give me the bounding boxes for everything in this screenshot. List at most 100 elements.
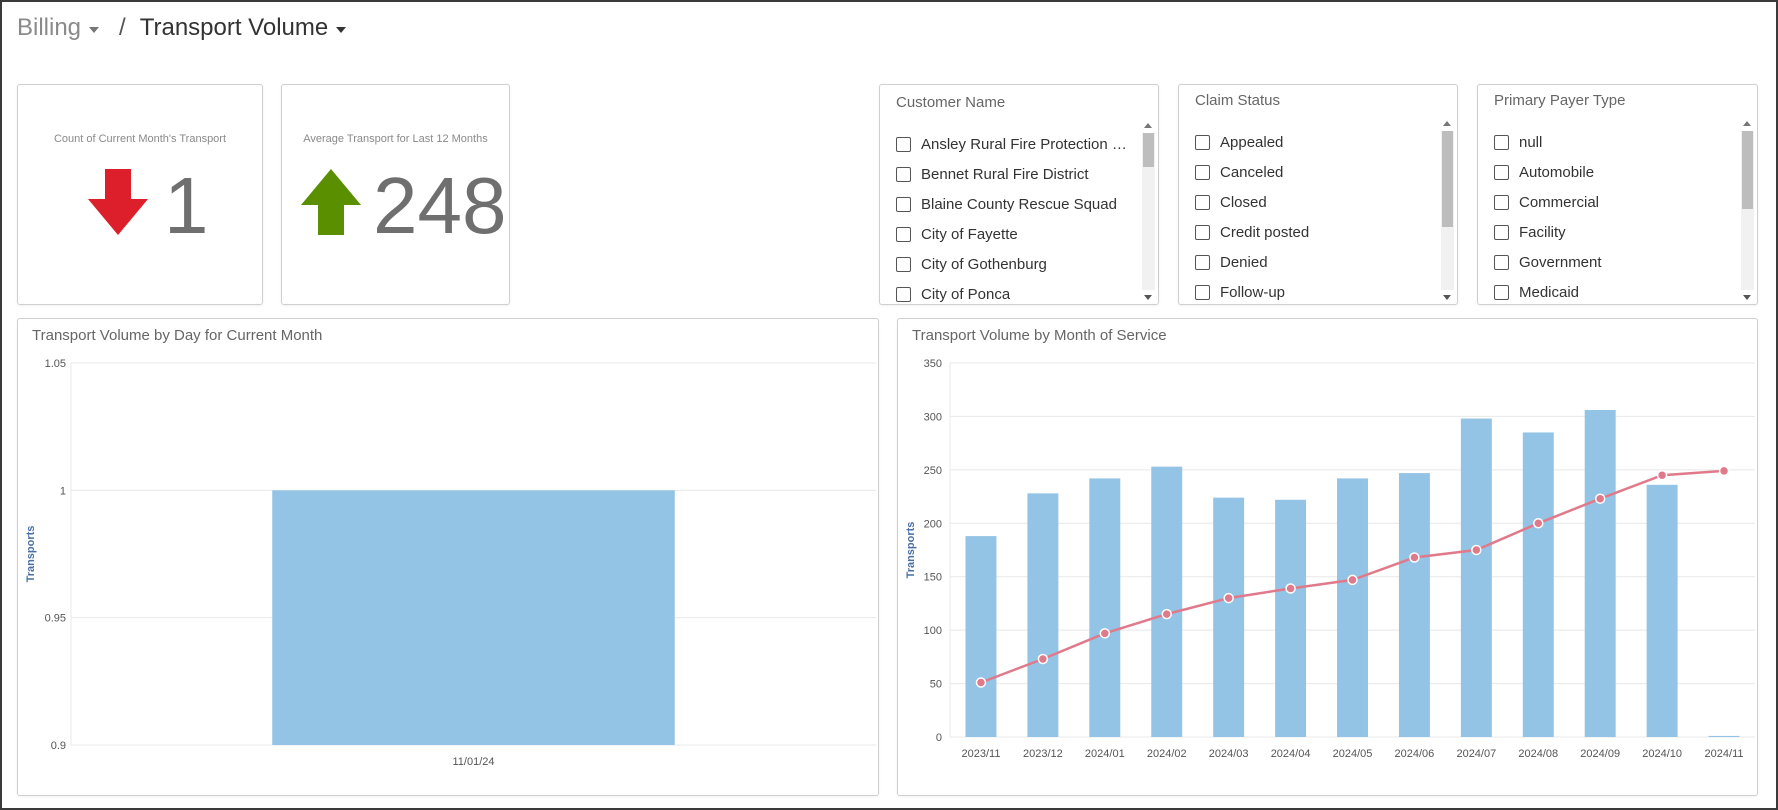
- line-point: [1223, 592, 1234, 604]
- checkbox[interactable]: [1195, 224, 1210, 240]
- filter-title: Customer Name: [896, 94, 1006, 111]
- filter-option-label: Canceled: [1220, 163, 1284, 181]
- filter-option[interactable]: Canceled: [1195, 157, 1435, 187]
- filter-option[interactable]: City of Ponca: [896, 279, 1136, 309]
- filter-option[interactable]: Bennet Rural Fire District: [896, 159, 1136, 189]
- scroll-down-icon[interactable]: [1743, 295, 1751, 300]
- bar: [1151, 466, 1183, 737]
- y-axis-label: Transports: [905, 522, 917, 579]
- filter-option[interactable]: City of Gothenburg: [896, 249, 1136, 279]
- chart-card-by-month: Transport Volume by Month of Service 0 50…: [897, 318, 1758, 796]
- checkbox[interactable]: [896, 286, 911, 302]
- filter-option[interactable]: Blaine County Rescue Squad: [896, 189, 1136, 219]
- line-point: [1037, 653, 1049, 665]
- breadcrumb-billing[interactable]: Billing: [17, 14, 100, 42]
- bar: [1027, 493, 1059, 737]
- filter-option[interactable]: Commercial: [1494, 187, 1735, 217]
- filter-option[interactable]: null: [1494, 127, 1735, 157]
- checkbox[interactable]: [1195, 254, 1210, 270]
- checkbox[interactable]: [1494, 254, 1509, 270]
- y-tick-label: 200: [924, 518, 942, 530]
- line-point: [1533, 518, 1544, 529]
- filter-option-label: Credit posted: [1220, 223, 1310, 241]
- filter-option[interactable]: Credit posted: [1195, 217, 1435, 247]
- bar: [1708, 735, 1740, 737]
- scroll-up-icon[interactable]: [1443, 121, 1451, 126]
- filter-option[interactable]: Appealed: [1195, 127, 1435, 157]
- checkbox[interactable]: [1494, 194, 1509, 210]
- scroll-thumb[interactable]: [1742, 131, 1753, 209]
- y-tick-label: 50: [930, 679, 942, 691]
- filter-option[interactable]: Follow-up: [1195, 277, 1435, 307]
- line-point: [1471, 544, 1482, 556]
- breadcrumb-transport-volume[interactable]: Transport Volume: [140, 14, 347, 42]
- filter-option[interactable]: Facility: [1494, 217, 1735, 247]
- x-tick-label: 2024/03: [1209, 748, 1249, 760]
- scroll-thumb[interactable]: [1442, 131, 1453, 227]
- checkbox[interactable]: [1494, 164, 1509, 180]
- filter-option-list: Ansley Rural Fire Protection District Be…: [896, 129, 1136, 309]
- x-tick-label: 2024/07: [1456, 748, 1496, 760]
- bar: [1089, 478, 1121, 737]
- y-tick-label: 0.9: [51, 740, 66, 752]
- filter-option-label: Blaine County Rescue Squad: [921, 195, 1117, 213]
- checkbox[interactable]: [1195, 194, 1210, 210]
- x-tick-label: 2023/12: [1023, 748, 1063, 760]
- x-tick-label: 2024/11: [1705, 748, 1744, 760]
- scrollbar[interactable]: [1142, 123, 1155, 300]
- arrow-up-icon: [301, 169, 361, 235]
- filter-option[interactable]: Ansley Rural Fire Protection District: [896, 129, 1136, 159]
- filter-option[interactable]: Denied: [1195, 247, 1435, 277]
- checkbox[interactable]: [896, 196, 911, 212]
- filter-option[interactable]: Automobile: [1494, 157, 1735, 187]
- checkbox[interactable]: [1494, 224, 1509, 240]
- checkbox[interactable]: [896, 226, 911, 242]
- line-point: [1594, 493, 1606, 504]
- line-point: [1656, 469, 1668, 481]
- filter-option[interactable]: Government: [1494, 247, 1735, 277]
- checkbox[interactable]: [1494, 134, 1509, 150]
- scrollbar[interactable]: [1441, 121, 1454, 300]
- filter-option-label: Ansley Rural Fire Protection District: [921, 135, 1136, 153]
- bar: [1460, 418, 1492, 737]
- scroll-down-icon[interactable]: [1443, 295, 1451, 300]
- checkbox[interactable]: [1494, 284, 1509, 300]
- scroll-track[interactable]: [1142, 133, 1155, 290]
- checkbox[interactable]: [896, 166, 911, 182]
- scroll-down-icon[interactable]: [1144, 295, 1152, 300]
- scroll-track[interactable]: [1741, 131, 1754, 290]
- checkbox[interactable]: [1195, 164, 1210, 180]
- chart-by-day: 0.9 0.95 1 1.05 11/01/24 Transports: [25, 358, 876, 768]
- y-tick-label: 0: [936, 732, 942, 744]
- scroll-track[interactable]: [1441, 131, 1454, 290]
- checkbox[interactable]: [1195, 134, 1210, 150]
- kpi-card-last-12-months: Average Transport for Last 12 Months 248: [281, 84, 510, 305]
- scroll-thumb[interactable]: [1143, 133, 1154, 167]
- filter-option-label: Appealed: [1220, 133, 1284, 151]
- checkbox[interactable]: [896, 256, 911, 272]
- y-tick-label: 300: [924, 411, 942, 423]
- chart-title: Transport Volume by Day for Current Mont…: [32, 327, 323, 344]
- scroll-up-icon[interactable]: [1743, 121, 1751, 126]
- filter-option-list: null Automobile Commercial Facility Gove…: [1494, 127, 1735, 307]
- filter-option[interactable]: Medicaid: [1494, 277, 1735, 307]
- scroll-up-icon[interactable]: [1144, 123, 1152, 128]
- y-tick-label: 0.95: [45, 613, 66, 625]
- bar: [1646, 484, 1678, 737]
- bar: [1337, 478, 1368, 737]
- scrollbar[interactable]: [1741, 121, 1754, 300]
- checkbox[interactable]: [896, 136, 911, 152]
- y-tick-label: 250: [924, 465, 942, 477]
- chart-title: Transport Volume by Month of Service: [912, 327, 1167, 344]
- filter-option-label: City of Gothenburg: [921, 255, 1047, 273]
- filter-option-label: Follow-up: [1220, 283, 1286, 301]
- filter-option[interactable]: City of Fayette: [896, 219, 1136, 249]
- filter-option[interactable]: Closed: [1195, 187, 1435, 217]
- y-tick-label: 1.05: [45, 358, 66, 370]
- x-tick-label: 2024/04: [1271, 748, 1311, 760]
- line-point: [1285, 583, 1296, 594]
- checkbox[interactable]: [1195, 284, 1210, 300]
- filter-option-label: Facility: [1519, 223, 1566, 241]
- y-tick-label: 100: [924, 625, 942, 637]
